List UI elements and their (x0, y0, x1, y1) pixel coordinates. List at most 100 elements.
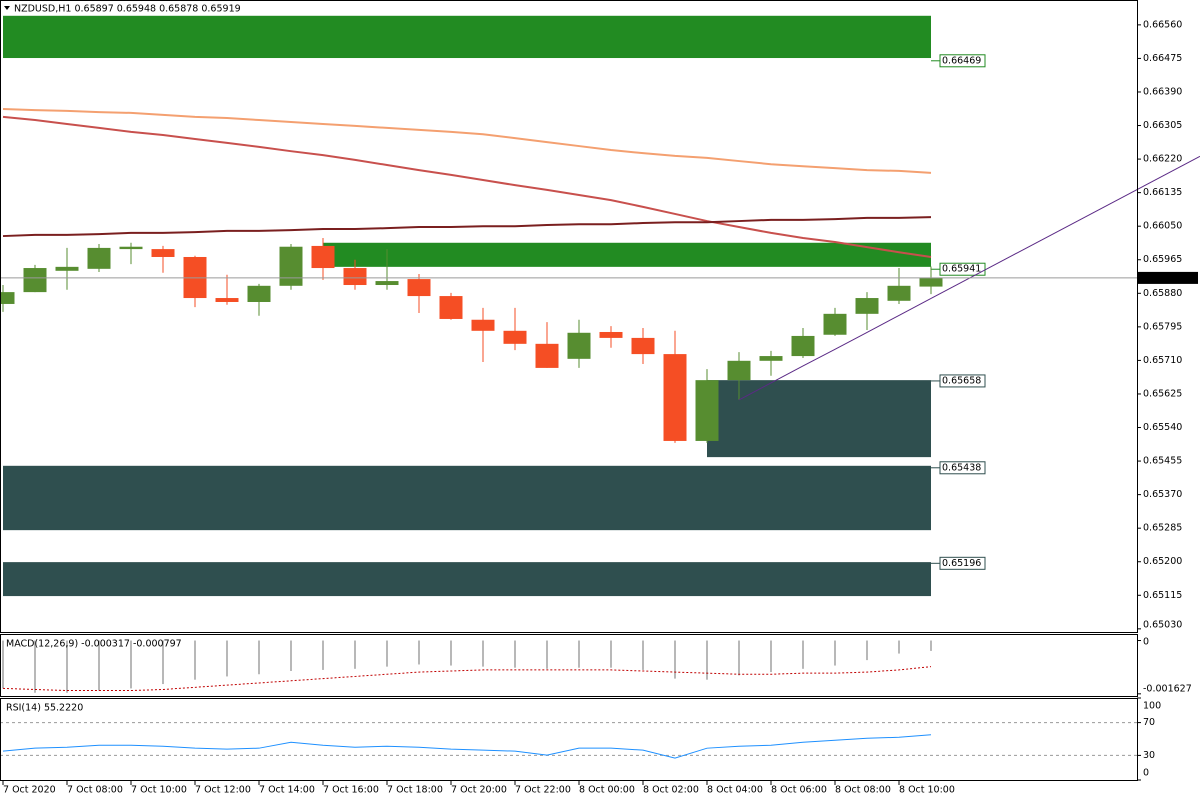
zone-level-label: 0.65658 (942, 375, 981, 386)
y-tick-label: 0.65370 (1143, 489, 1182, 500)
zone-level-box (939, 262, 986, 276)
y-tick-label: 0.66050 (1143, 221, 1182, 232)
y-tick-label: 0.66135 (1143, 187, 1182, 198)
rsi-panel-frame (0, 698, 1138, 781)
y-tick-label: 0.66220 (1143, 154, 1182, 165)
candle-body (151, 249, 175, 257)
y-tick-label: 70 (1143, 717, 1155, 728)
x-tick-label: 8 Oct 00:00 (579, 785, 635, 796)
x-tick-label: 8 Oct 06:00 (771, 785, 827, 796)
x-tick-label: 7 Oct 20:00 (451, 785, 507, 796)
y-tick-label: 0.66560 (1143, 19, 1182, 30)
candle-body (503, 330, 527, 344)
y-tick-label: 0.65455 (1143, 456, 1182, 467)
candle-body (407, 279, 431, 297)
candle-body (567, 332, 591, 359)
x-tick-label: 7 Oct 14:00 (259, 785, 315, 796)
macd-title: MACD(12,26,9) -0.000317 -0.000797 (6, 639, 182, 650)
zone-level-label: 0.66469 (942, 55, 981, 66)
macd-panel-frame (0, 634, 1138, 697)
zone (323, 242, 931, 267)
y-tick-label: 0.65115 (1143, 590, 1182, 601)
candle-body (631, 337, 655, 355)
menu-arrow[interactable] (4, 6, 10, 10)
trendline-extension (930, 155, 1200, 299)
candle-body (471, 319, 495, 331)
candle-body (247, 285, 271, 302)
x-tick-label: 7 Oct 22:00 (515, 785, 571, 796)
y-tick-label: 0.66475 (1143, 53, 1182, 64)
candle-body (599, 331, 623, 338)
candle-body (855, 298, 879, 314)
candle-body (55, 266, 79, 271)
x-tick-label: 7 Oct 08:00 (67, 785, 123, 796)
x-tick-label: 8 Oct 04:00 (707, 785, 763, 796)
candle-body (1, 292, 15, 304)
x-tick-label: 7 Oct 12:00 (195, 785, 251, 796)
zone-level-box (939, 461, 986, 475)
zone-level-label: 0.65196 (942, 558, 981, 569)
x-tick-label: 7 Oct 16:00 (323, 785, 379, 796)
moving-average (2, 107, 932, 174)
y-tick-label: 30 (1143, 750, 1155, 761)
candle-body (823, 313, 847, 335)
x-tick-label: 8 Oct 08:00 (835, 785, 891, 796)
y-tick-label: 100 (1143, 701, 1161, 712)
macd-signal (2, 666, 932, 692)
zone-level-box (939, 556, 986, 570)
candle-body (439, 296, 463, 319)
zone-level-label: 0.65941 (942, 264, 981, 275)
x-tick-label: 8 Oct 10:00 (899, 785, 955, 796)
x-tick-label: 7 Oct 18:00 (387, 785, 443, 796)
candle-body (663, 354, 687, 441)
zone-level-box (939, 54, 986, 68)
x-tick-label: 7 Oct 10:00 (131, 785, 187, 796)
y-tick-label: 0.65880 (1143, 288, 1182, 299)
y-tick-label: 0.66305 (1143, 120, 1182, 131)
candle-body (87, 247, 111, 269)
x-tick-label: 7 Oct 2020 (3, 785, 56, 796)
y-tick-label: 0.65030 (1143, 620, 1182, 631)
x-tick-label: 8 Oct 02:00 (643, 785, 699, 796)
y-tick-label: -0.001627 (1143, 684, 1192, 695)
trendline (738, 297, 932, 401)
y-tick-label: 0.65285 (1143, 523, 1182, 534)
rsi-line (2, 734, 932, 759)
y-tick-label: 0 (1143, 637, 1149, 648)
y-tick-label: 0.65795 (1143, 321, 1182, 332)
main-panel-frame (0, 0, 1138, 633)
y-tick-label: 0.65540 (1143, 422, 1182, 433)
zone (3, 15, 931, 59)
rsi-title: RSI(14) 55.2220 (6, 703, 83, 714)
y-tick-label: 0.65625 (1143, 388, 1182, 399)
moving-average (2, 115, 932, 258)
candle-body (791, 335, 815, 357)
zone (3, 562, 931, 597)
zone-level-box (939, 374, 986, 388)
candle-body (23, 268, 47, 293)
y-tick-label: 0.65965 (1143, 254, 1182, 265)
zone-level-label: 0.65438 (942, 462, 981, 473)
zone (3, 465, 931, 531)
candle-body (119, 246, 143, 250)
candle-body (215, 298, 239, 302)
chart-layer: 0.66560 0.66475 0.66390 0.66305 0.66220 0.661… (0, 15, 1200, 796)
y-tick-label: 0.66390 (1143, 86, 1182, 97)
candle-body (695, 380, 719, 441)
candle-body (887, 285, 911, 301)
y-tick-label: 0.65710 (1143, 355, 1182, 366)
price-label: 0.65919 (1143, 272, 1182, 283)
candle-body (311, 245, 335, 269)
candle-body (727, 360, 751, 381)
y-tick-label: 0.65200 (1143, 556, 1182, 567)
candle-body (535, 343, 559, 368)
candle-body (279, 246, 303, 286)
candle-body (919, 277, 943, 287)
moving-average (2, 216, 932, 238)
main-title: NZDUSD,H1 0.65897 0.65948 0.65878 0.6591… (14, 4, 241, 15)
y-tick-label: 0 (1143, 768, 1149, 779)
candle-body (375, 281, 399, 286)
candle-body (343, 268, 367, 286)
candle-body (759, 356, 783, 361)
